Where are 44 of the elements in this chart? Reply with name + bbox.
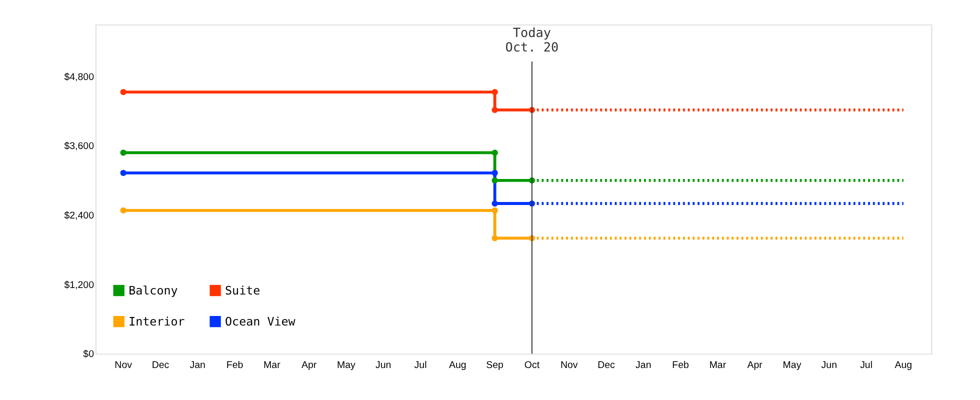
point xyxy=(492,150,498,156)
x-tick-label: Jan xyxy=(636,360,652,371)
legend-label: Interior xyxy=(128,314,185,328)
point xyxy=(120,88,126,96)
x-tick-label: Oct xyxy=(524,360,540,371)
x-tick-label: Apr xyxy=(747,360,764,371)
point xyxy=(492,106,498,114)
x-tick-label: Mar xyxy=(264,360,282,371)
y-tick-label: $0 xyxy=(83,349,95,360)
x-tick-label: Apr xyxy=(301,360,318,371)
legend-label: Balcony xyxy=(128,283,178,298)
x-tick-label: Jun xyxy=(376,360,392,371)
x-tick-label: Aug xyxy=(894,360,912,371)
x-tick-label: Feb xyxy=(226,360,244,371)
ref-line-label: Today Oct. 20 xyxy=(505,25,559,55)
x-tick-label: May xyxy=(782,360,802,371)
x-tick-label: Dec xyxy=(598,360,616,371)
y-tick-label: $2,400 xyxy=(64,210,95,222)
point xyxy=(120,170,126,176)
point xyxy=(120,150,126,156)
x-tick-label: Aug xyxy=(448,360,466,371)
point xyxy=(492,170,498,176)
x-tick-label: May xyxy=(337,360,356,371)
y-tick-label: $3,600 xyxy=(64,141,95,152)
x-tick-label: Sep xyxy=(486,360,504,371)
y-tick-label: $4,800 xyxy=(64,72,95,83)
legend-label: Suite xyxy=(225,283,260,298)
x-tick-label: Jan xyxy=(190,360,206,371)
y-tick-label: $1,200 xyxy=(64,280,95,291)
point xyxy=(492,207,498,214)
point xyxy=(492,88,498,96)
point xyxy=(492,200,498,207)
x-tick-label: Nov xyxy=(114,360,132,371)
x-tick-label: Jul xyxy=(860,360,873,371)
x-tick-label: Jun xyxy=(821,360,837,371)
x-tick-label: Dec xyxy=(152,360,170,371)
x-tick-label: Jul xyxy=(414,360,427,371)
point xyxy=(492,235,498,242)
point xyxy=(492,177,498,184)
x-tick-label: Feb xyxy=(672,360,689,371)
x-tick-label: Nov xyxy=(560,360,578,371)
x-tick-label: Mar xyxy=(709,360,727,371)
legend-label: Ocean View xyxy=(225,314,296,328)
point xyxy=(120,207,126,214)
